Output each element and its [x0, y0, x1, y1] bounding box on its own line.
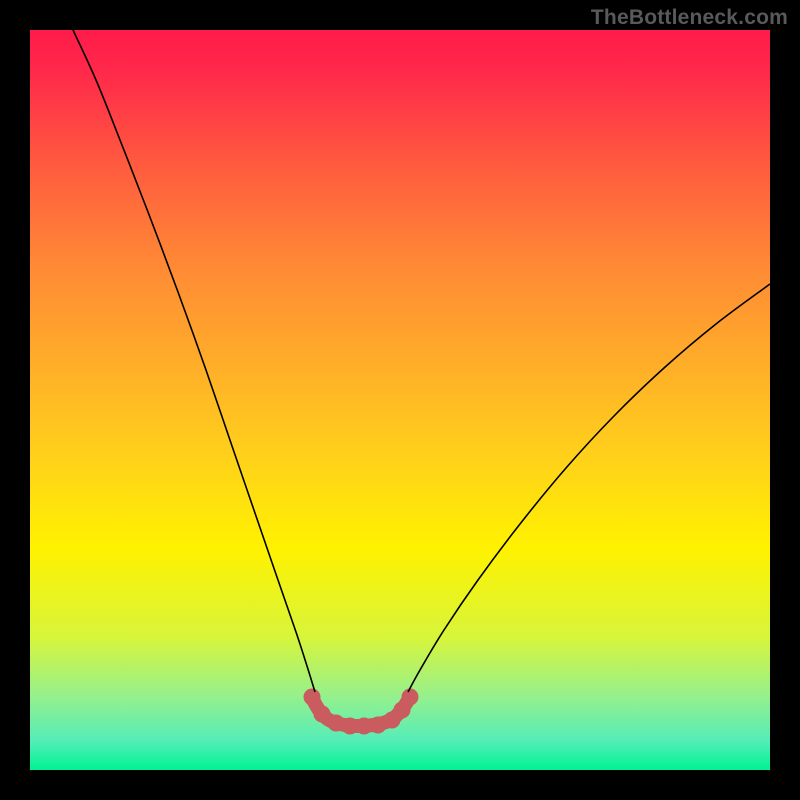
bottleneck-chart-frame: TheBottleneck.com	[0, 0, 800, 800]
watermark-text: TheBottleneck.com	[591, 6, 788, 30]
valley-dot	[314, 706, 331, 723]
valley-dot	[328, 715, 345, 732]
bottleneck-chart-svg	[0, 0, 800, 800]
valley-dot	[304, 689, 321, 706]
plot-background	[30, 30, 770, 770]
valley-dot	[402, 689, 419, 706]
